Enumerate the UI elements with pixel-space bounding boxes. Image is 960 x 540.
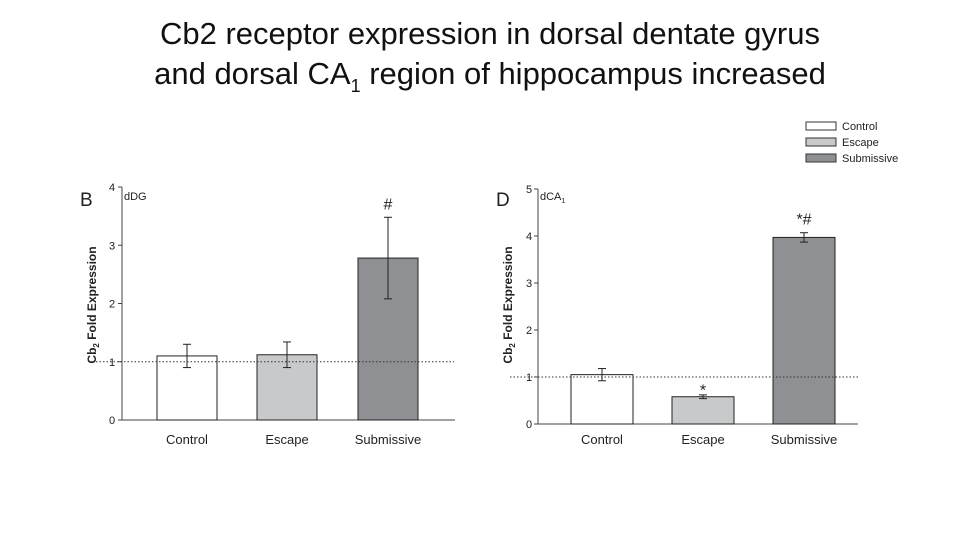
y-tick-label: 3 [109,240,115,252]
region-label: dDG [124,191,147,203]
x-category-label-submissive: Submissive [771,432,837,447]
panel-letter-d: D [496,190,510,211]
y-axis-label-main: Cb [85,348,99,364]
bar-submissive [772,236,836,425]
panel-letter-b: B [80,190,93,211]
legend-swatch-control [805,121,837,131]
x-category-label-submissive: Submissive [355,432,421,447]
y-axis-label-rest: Fold Expression [501,246,515,343]
slide-title-line2: and dorsal CA1 region of hippocampus inc… [10,56,960,96]
x-category-label-control: Control [166,432,208,447]
y-axis-label-rest: Fold Expression [85,246,99,343]
y-axis-label-subscript: 2 [508,343,517,348]
y-tick-label: 0 [109,415,115,427]
y-axis-label-subscript: 2 [92,343,101,348]
bar-control [570,374,634,425]
y-tick-label: 3 [526,278,532,290]
legend-swatch-escape [805,137,837,147]
title-line2-post: region of hippocampus increased [360,56,826,91]
y-tick-label: 4 [526,231,532,243]
y-tick-label: 4 [109,182,115,194]
legend-label-control: Control [842,121,877,133]
x-category-label-escape: Escape [681,432,724,447]
y-tick-label: 5 [526,184,532,196]
region-label: dCA1 [540,191,565,205]
slide-title-line1: Cb2 receptor expression in dorsal dentat… [160,16,820,51]
significance-mark-escape: * [700,383,706,400]
legend-swatch-submissive [805,153,837,163]
significance-mark-submissive: *# [796,212,811,229]
y-tick-label: 1 [109,357,115,369]
bar-escape [671,396,735,425]
y-axis-label: Cb2 Fold Expression [501,246,517,363]
y-tick-label: 2 [526,325,532,337]
y-tick-label: 0 [526,419,532,431]
title-line2-pre: and dorsal CA [154,56,351,91]
title-line2-subscript: 1 [350,76,361,96]
x-category-label-control: Control [581,432,623,447]
y-axis-label-main: Cb [501,348,515,364]
y-axis-label: Cb2 Fold Expression [85,246,101,363]
region-label-subscript: 1 [561,198,565,205]
x-category-label-escape: Escape [265,432,308,447]
legend-label-submissive: Submissive [842,153,898,165]
y-tick-label: 1 [526,372,532,384]
significance-mark-submissive: # [384,196,393,213]
legend-label-escape: Escape [842,137,879,149]
y-tick-label: 2 [109,299,115,311]
